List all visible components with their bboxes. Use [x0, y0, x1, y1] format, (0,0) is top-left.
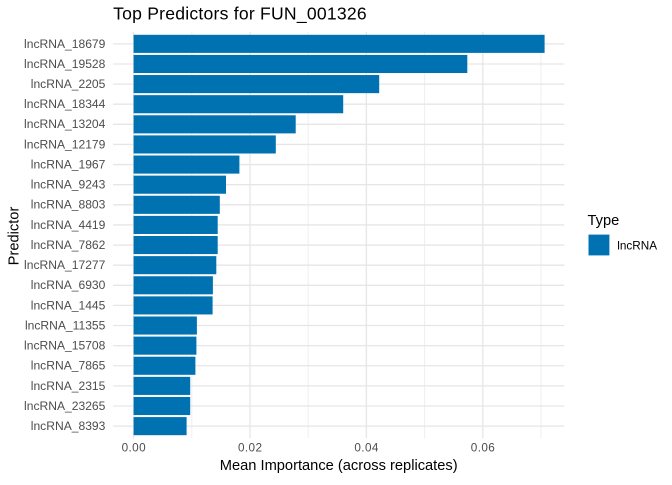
svg-text:lncRNA_15708: lncRNA_15708 [24, 339, 106, 353]
svg-text:Type: Type [588, 213, 620, 229]
svg-text:lncRNA_7865: lncRNA_7865 [31, 359, 106, 373]
svg-text:lncRNA_2205: lncRNA_2205 [31, 77, 106, 91]
svg-text:lncRNA_2315: lncRNA_2315 [31, 379, 106, 393]
svg-text:lncRNA_7862: lncRNA_7862 [31, 238, 106, 252]
svg-text:lncRNA_19528: lncRNA_19528 [24, 57, 106, 71]
svg-text:lncRNA_8393: lncRNA_8393 [31, 419, 106, 433]
svg-text:lncRNA_12179: lncRNA_12179 [24, 137, 106, 151]
svg-text:lncRNA_6930: lncRNA_6930 [31, 278, 106, 292]
svg-text:lncRNA_11355: lncRNA_11355 [25, 318, 106, 332]
svg-text:0.02: 0.02 [238, 442, 262, 455]
svg-text:lncRNA_18679: lncRNA_18679 [24, 37, 106, 51]
svg-text:lncRNA_13204: lncRNA_13204 [24, 117, 106, 131]
svg-text:lncRNA_9243: lncRNA_9243 [31, 178, 106, 192]
svg-text:lncRNA_1445: lncRNA_1445 [31, 298, 106, 312]
svg-text:lncRNA_23265: lncRNA_23265 [24, 399, 106, 413]
svg-text:lncRNA_1967: lncRNA_1967 [31, 157, 106, 171]
svg-text:Top Predictors for FUN_001326: Top Predictors for FUN_001326 [113, 4, 367, 25]
svg-text:lncRNA: lncRNA [617, 239, 657, 252]
svg-text:0.04: 0.04 [354, 442, 378, 455]
svg-text:Predictor: Predictor [6, 207, 22, 266]
svg-text:lncRNA_4419: lncRNA_4419 [31, 218, 106, 232]
svg-text:0.00: 0.00 [122, 442, 146, 455]
svg-text:lncRNA_17277: lncRNA_17277 [24, 258, 106, 272]
svg-text:Mean Importance (across replic: Mean Importance (across replicates) [220, 458, 458, 474]
svg-text:0.06: 0.06 [471, 442, 495, 455]
svg-text:lncRNA_8803: lncRNA_8803 [31, 198, 106, 212]
svg-text:lncRNA_18344: lncRNA_18344 [24, 97, 106, 111]
